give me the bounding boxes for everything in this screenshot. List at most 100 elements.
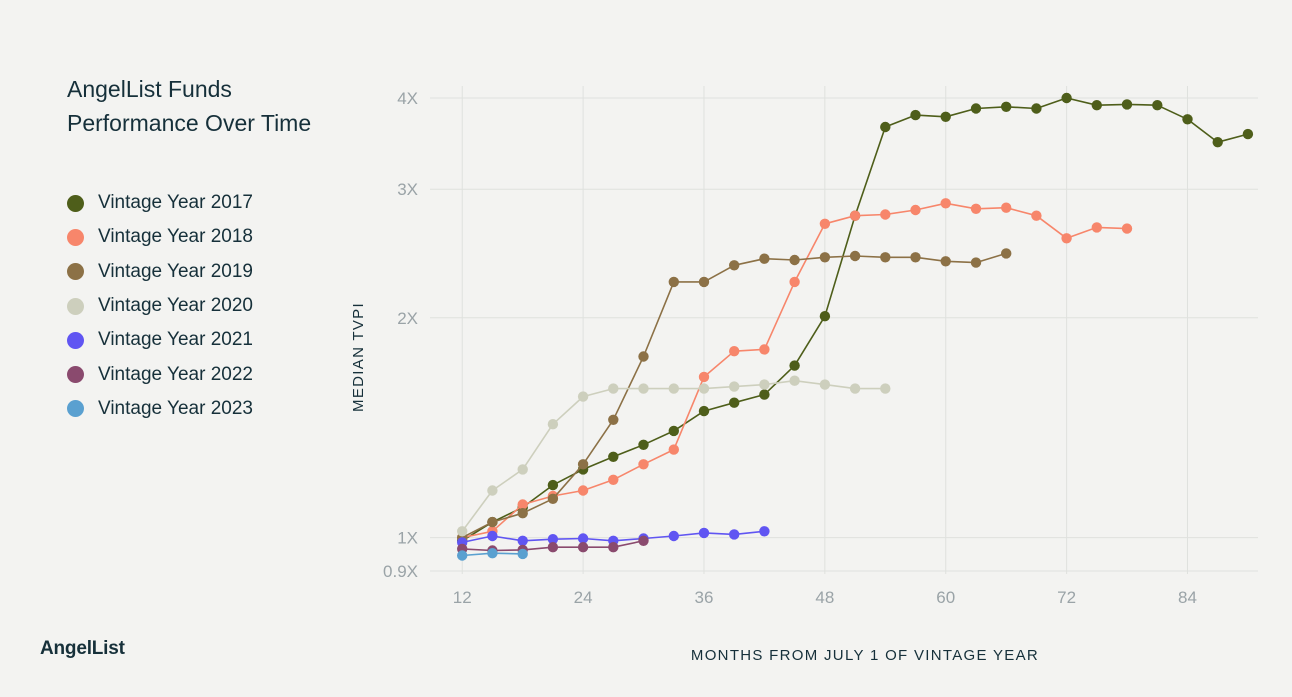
data-point <box>910 252 921 263</box>
legend-label: Vintage Year 2017 <box>98 192 253 214</box>
data-point <box>698 371 710 383</box>
data-point <box>1001 101 1012 113</box>
data-point <box>789 276 800 288</box>
x-tick-label: 12 <box>453 588 472 607</box>
data-point <box>668 276 679 288</box>
brand-logo: AngelList <box>40 638 125 659</box>
y-tick-label: 0.9X <box>383 562 418 581</box>
data-point <box>759 379 770 390</box>
data-point <box>1061 233 1072 244</box>
data-point <box>729 529 740 540</box>
data-point <box>880 383 891 394</box>
data-point <box>1001 248 1012 259</box>
data-point <box>819 218 831 229</box>
legend-swatch <box>67 263 84 281</box>
data-point <box>577 459 589 470</box>
data-point <box>638 351 649 362</box>
x-tick-label: 48 <box>815 588 834 607</box>
data-point <box>608 383 619 394</box>
data-point <box>789 254 800 266</box>
data-point <box>970 257 982 268</box>
data-point <box>577 533 589 544</box>
legend-label: Vintage Year 2023 <box>98 397 253 419</box>
y-tick-label: 3X <box>397 180 418 199</box>
data-point <box>608 542 619 553</box>
data-point <box>1091 100 1103 111</box>
data-point <box>970 103 982 114</box>
data-point <box>789 375 800 386</box>
data-point <box>819 252 831 263</box>
data-point <box>457 526 468 537</box>
data-point <box>1242 128 1254 140</box>
data-point <box>547 534 559 545</box>
legend-item: Vintage Year 2019 <box>67 255 253 289</box>
data-point <box>1121 223 1133 234</box>
legend-item: Vintage Year 2022 <box>67 357 253 391</box>
data-point <box>759 389 770 400</box>
chart-title-line-2: Performance Over Time <box>67 110 312 136</box>
data-point <box>940 198 951 209</box>
y-tick-label: 1X <box>397 529 418 548</box>
y-tick-label: 2X <box>397 309 418 328</box>
data-point <box>608 414 619 425</box>
series-line-1 <box>461 97 1249 542</box>
legend-swatch <box>67 228 84 246</box>
data-point <box>547 479 559 491</box>
data-point <box>1061 92 1072 104</box>
data-point <box>819 379 831 390</box>
x-tick-label: 84 <box>1178 588 1197 607</box>
data-point <box>1182 114 1193 125</box>
legend-label: Vintage Year 2021 <box>98 329 253 351</box>
data-point <box>547 493 559 504</box>
data-point <box>729 381 740 392</box>
x-tick-label: 72 <box>1057 588 1076 607</box>
data-point <box>487 485 498 496</box>
data-point <box>698 383 710 394</box>
data-point <box>668 444 679 455</box>
series-line-3 <box>461 252 1007 539</box>
data-point <box>698 405 710 417</box>
data-point <box>487 530 498 542</box>
data-point <box>577 485 589 496</box>
data-point <box>759 253 770 264</box>
data-point <box>577 391 589 402</box>
data-point <box>849 250 861 262</box>
chart-legend: Vintage Year 2017 Vintage Year 2018 Vintag… <box>67 186 253 426</box>
data-point <box>849 383 861 394</box>
data-point <box>789 360 800 371</box>
data-point <box>1031 210 1042 221</box>
data-point <box>1091 222 1103 233</box>
data-point <box>729 346 740 357</box>
legend-item: Vintage Year 2023 <box>67 392 253 426</box>
data-point <box>668 383 679 394</box>
legend-item: Vintage Year 2021 <box>67 323 253 357</box>
data-point <box>940 111 951 123</box>
data-point <box>487 548 498 559</box>
x-tick-label: 60 <box>936 588 955 607</box>
legend-swatch <box>67 194 84 212</box>
data-point <box>940 256 951 267</box>
data-point <box>729 397 740 408</box>
x-tick-label: 24 <box>574 588 593 607</box>
data-point <box>698 276 710 288</box>
legend-label: Vintage Year 2018 <box>98 226 253 248</box>
chart-title-line-1: AngelList Funds <box>67 76 232 102</box>
legend-label: Vintage Year 2022 <box>98 363 253 385</box>
data-point <box>547 419 559 430</box>
data-point <box>910 109 921 121</box>
legend-item: Vintage Year 2018 <box>67 220 253 254</box>
data-point <box>1212 137 1223 148</box>
legend-label: Vintage Year 2020 <box>98 295 253 317</box>
legend-swatch <box>67 366 84 384</box>
data-point <box>517 535 528 546</box>
data-point <box>1152 100 1163 111</box>
data-point <box>517 499 528 510</box>
x-tick-label: 36 <box>695 588 714 607</box>
data-point <box>457 550 468 561</box>
y-axis-title: MEDIAN TVPI <box>350 302 367 412</box>
data-point <box>849 210 861 221</box>
data-point <box>1121 99 1133 110</box>
data-point <box>638 439 649 450</box>
legend-swatch <box>67 297 84 315</box>
